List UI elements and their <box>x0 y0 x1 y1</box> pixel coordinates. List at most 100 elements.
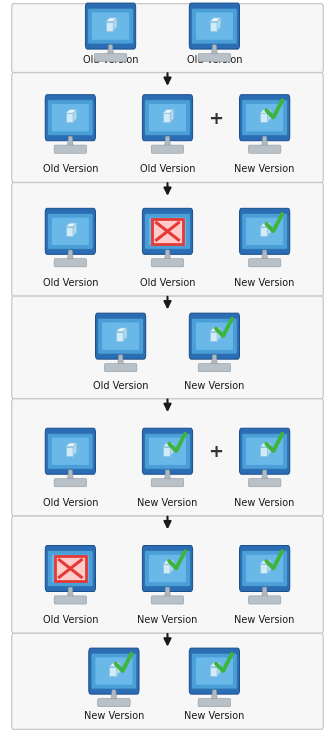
Polygon shape <box>66 109 77 113</box>
Polygon shape <box>210 331 217 341</box>
Polygon shape <box>170 223 174 236</box>
FancyBboxPatch shape <box>105 364 137 372</box>
Polygon shape <box>111 690 117 701</box>
Polygon shape <box>109 663 120 666</box>
FancyBboxPatch shape <box>189 648 240 694</box>
FancyBboxPatch shape <box>54 479 86 487</box>
FancyBboxPatch shape <box>12 516 323 633</box>
FancyBboxPatch shape <box>89 648 139 694</box>
FancyBboxPatch shape <box>95 658 132 685</box>
FancyBboxPatch shape <box>45 428 95 474</box>
FancyBboxPatch shape <box>12 633 323 729</box>
FancyBboxPatch shape <box>98 318 143 354</box>
Polygon shape <box>67 587 73 598</box>
Polygon shape <box>66 560 77 564</box>
FancyBboxPatch shape <box>242 550 287 586</box>
FancyBboxPatch shape <box>52 555 89 582</box>
Polygon shape <box>217 663 221 676</box>
FancyBboxPatch shape <box>152 219 183 243</box>
Polygon shape <box>66 564 73 573</box>
Polygon shape <box>260 226 267 236</box>
Polygon shape <box>217 18 221 31</box>
FancyBboxPatch shape <box>192 8 237 44</box>
FancyBboxPatch shape <box>240 428 290 474</box>
FancyBboxPatch shape <box>151 259 184 267</box>
FancyBboxPatch shape <box>48 213 93 249</box>
FancyBboxPatch shape <box>102 323 139 350</box>
FancyBboxPatch shape <box>151 596 184 604</box>
Polygon shape <box>267 443 271 456</box>
Polygon shape <box>106 21 113 31</box>
Polygon shape <box>164 470 171 481</box>
Polygon shape <box>67 136 73 147</box>
FancyBboxPatch shape <box>242 433 287 469</box>
Polygon shape <box>67 250 73 261</box>
FancyBboxPatch shape <box>98 699 130 707</box>
FancyBboxPatch shape <box>149 104 186 131</box>
FancyBboxPatch shape <box>249 145 281 153</box>
Text: Old Version: Old Version <box>43 498 98 508</box>
Polygon shape <box>164 587 171 598</box>
Polygon shape <box>260 223 271 226</box>
FancyBboxPatch shape <box>249 479 281 487</box>
Text: New Version: New Version <box>84 711 144 721</box>
FancyBboxPatch shape <box>91 653 137 689</box>
Polygon shape <box>116 331 123 341</box>
Polygon shape <box>170 443 174 456</box>
Text: Old Version: Old Version <box>140 278 195 288</box>
Text: +: + <box>209 110 223 128</box>
FancyBboxPatch shape <box>85 3 136 49</box>
Polygon shape <box>66 443 77 446</box>
Polygon shape <box>260 443 271 446</box>
Polygon shape <box>109 666 117 676</box>
FancyBboxPatch shape <box>95 313 146 359</box>
Polygon shape <box>210 18 221 21</box>
Polygon shape <box>163 109 174 113</box>
FancyBboxPatch shape <box>88 8 133 44</box>
Polygon shape <box>163 443 174 446</box>
FancyBboxPatch shape <box>240 545 290 592</box>
Polygon shape <box>210 21 217 31</box>
FancyBboxPatch shape <box>55 556 86 581</box>
FancyBboxPatch shape <box>246 555 283 582</box>
FancyBboxPatch shape <box>12 183 323 296</box>
Polygon shape <box>164 250 171 261</box>
FancyBboxPatch shape <box>48 100 93 136</box>
FancyBboxPatch shape <box>198 699 230 707</box>
Text: Old Version: Old Version <box>93 380 148 391</box>
FancyBboxPatch shape <box>196 12 233 40</box>
Polygon shape <box>106 18 117 21</box>
Polygon shape <box>163 564 170 573</box>
FancyBboxPatch shape <box>12 73 323 183</box>
FancyBboxPatch shape <box>145 100 190 136</box>
Polygon shape <box>260 109 271 113</box>
FancyBboxPatch shape <box>240 208 290 254</box>
FancyBboxPatch shape <box>151 479 184 487</box>
Polygon shape <box>262 136 268 147</box>
Polygon shape <box>267 560 271 573</box>
Polygon shape <box>163 113 170 122</box>
Polygon shape <box>260 113 267 122</box>
Polygon shape <box>260 564 267 573</box>
FancyBboxPatch shape <box>198 54 230 62</box>
FancyBboxPatch shape <box>45 208 95 254</box>
Polygon shape <box>108 45 114 56</box>
Text: New Version: New Version <box>234 615 295 625</box>
Polygon shape <box>66 113 73 122</box>
FancyBboxPatch shape <box>145 433 190 469</box>
FancyBboxPatch shape <box>48 433 93 469</box>
Text: Old Version: Old Version <box>43 164 98 174</box>
FancyBboxPatch shape <box>142 208 193 254</box>
Polygon shape <box>262 470 268 481</box>
FancyBboxPatch shape <box>92 12 129 40</box>
Text: Old Version: Old Version <box>83 54 138 65</box>
FancyBboxPatch shape <box>246 218 283 245</box>
Polygon shape <box>117 663 120 676</box>
FancyBboxPatch shape <box>246 438 283 465</box>
FancyBboxPatch shape <box>52 104 89 131</box>
FancyBboxPatch shape <box>45 545 95 592</box>
Text: +: + <box>209 443 223 461</box>
Polygon shape <box>66 223 77 226</box>
FancyBboxPatch shape <box>151 145 184 153</box>
FancyBboxPatch shape <box>189 3 240 49</box>
